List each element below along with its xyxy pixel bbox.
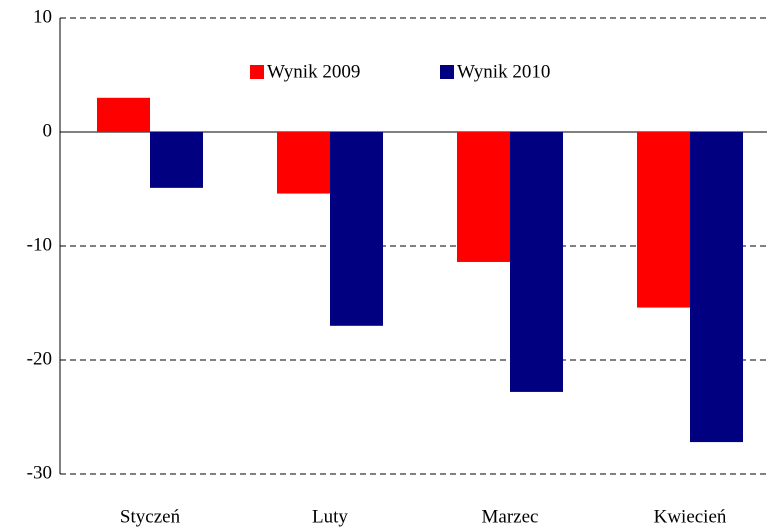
y-tick-label: 10 <box>33 6 52 27</box>
legend-swatch <box>250 65 264 79</box>
x-tick-label: Marzec <box>482 506 539 527</box>
legend-label: Wynik 2010 <box>457 61 550 82</box>
y-tick-label: 0 <box>43 120 53 141</box>
bar <box>150 132 203 188</box>
x-tick-label: Styczeń <box>120 506 181 527</box>
x-tick-label: Kwiecień <box>654 506 727 527</box>
bar <box>510 132 563 392</box>
bar <box>277 132 330 194</box>
y-tick-label: -20 <box>27 348 52 369</box>
bar <box>330 132 383 326</box>
legend-swatch <box>440 65 454 79</box>
legend-label: Wynik 2009 <box>267 61 360 82</box>
bar <box>637 132 690 308</box>
bar <box>690 132 743 443</box>
x-tick-label: Luty <box>312 506 348 527</box>
bar <box>97 97 150 132</box>
y-tick-label: -10 <box>27 234 52 255</box>
y-tick-label: -30 <box>27 462 52 483</box>
bar <box>457 132 510 262</box>
